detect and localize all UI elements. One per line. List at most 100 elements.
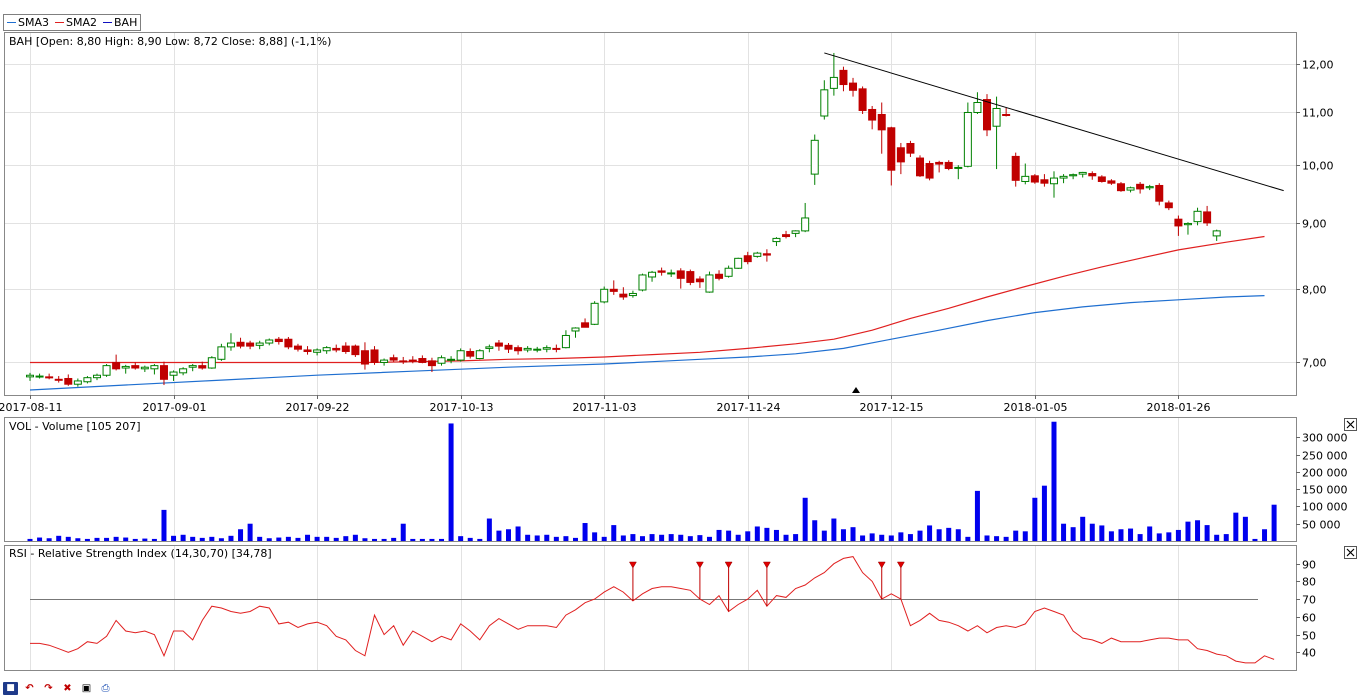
volume-bar: [1242, 516, 1248, 541]
volume-bar: [496, 530, 502, 541]
rsi-signal-arrow-icon: [877, 561, 886, 569]
candle-body: [1212, 230, 1221, 237]
price-y-axis: 12,00 11,00 10,00 9,00 8,00 7,00: [1296, 59, 1334, 370]
candle-body: [581, 322, 590, 328]
volume-bar: [400, 523, 406, 541]
volume-y-tick-label: 250 000: [1302, 450, 1348, 463]
volume-bar: [37, 537, 43, 541]
volume-bar: [582, 523, 588, 541]
volume-bar: [706, 536, 712, 541]
volume-bar: [821, 530, 827, 541]
sma2-line: [30, 235, 1265, 364]
volume-bar: [802, 497, 808, 541]
candle-body: [552, 347, 561, 350]
reset-icon[interactable]: ✖: [63, 682, 72, 694]
volume-bar: [1214, 534, 1220, 541]
scroll-marker-icon[interactable]: [852, 387, 860, 393]
save-icon[interactable]: ■: [3, 681, 18, 695]
rsi-grid: [30, 546, 1258, 670]
volume-bar: [965, 536, 971, 541]
candle-body: [494, 342, 503, 347]
volume-bar: [1128, 528, 1134, 541]
volume-bar: [812, 520, 818, 541]
volume-bar: [190, 536, 196, 541]
volume-bar: [104, 537, 110, 541]
volume-bar: [639, 536, 645, 541]
candle-body: [1126, 187, 1135, 191]
close-volume-panel-button[interactable]: [1344, 418, 1357, 431]
candle-body: [1164, 202, 1173, 209]
candle-body: [466, 351, 475, 357]
legend-item-sma2[interactable]: SMA2: [55, 16, 97, 29]
trendline-segment: [824, 52, 1284, 192]
volume-bar: [123, 537, 129, 541]
candle-body: [1021, 175, 1030, 182]
chart-legend: SMA3 SMA2 BAH: [3, 14, 142, 31]
volume-y-tick-label: 150 000: [1302, 484, 1348, 497]
volume-bar: [314, 536, 320, 541]
x-tick-label: 2018-01-26: [1147, 401, 1211, 414]
candle-body: [916, 157, 925, 177]
price-y-tick-label: 7,00: [1302, 357, 1327, 370]
volume-bar: [1051, 421, 1057, 541]
trendline[interactable]: [824, 52, 1284, 192]
undo-icon[interactable]: ↶: [25, 682, 34, 694]
x-tick-label: 2017-09-01: [143, 401, 207, 414]
candle-body: [638, 274, 647, 291]
volume-bar: [1080, 516, 1086, 541]
candle-body: [92, 374, 101, 379]
volume-bar: [927, 525, 933, 541]
candle-body: [724, 267, 733, 277]
volume-bar: [869, 533, 875, 541]
candle-body: [762, 253, 771, 256]
volume-bar: [238, 529, 244, 541]
volume-bar: [218, 538, 224, 541]
x-tick-label: 2017-12-15: [860, 401, 924, 414]
print-icon[interactable]: ⎙: [101, 682, 110, 694]
price-panel-title: BAH [Open: 8,80 High: 8,90 Low: 8,72 Clo…: [9, 35, 331, 48]
candle-body: [628, 292, 637, 297]
price-panel-frame: [4, 32, 1297, 396]
volume-bar: [553, 536, 559, 541]
candle-body: [705, 274, 714, 293]
candle-body: [695, 278, 704, 283]
volume-bar: [764, 527, 770, 541]
candle-body: [112, 361, 121, 370]
rsi-signal-arrow-icon: [724, 561, 733, 569]
bottom-toolbar: ■ ↶ ↷ ✖ ▣ ⎙: [3, 680, 117, 696]
sma3-line: [29, 295, 1265, 391]
candle-body: [772, 237, 781, 243]
candle-body: [485, 346, 494, 349]
volume-bar: [56, 535, 62, 541]
redo-icon[interactable]: ↷: [44, 682, 53, 694]
close-rsi-panel-button[interactable]: [1344, 546, 1357, 559]
candle-body: [131, 365, 140, 369]
candle-body: [1011, 155, 1020, 181]
rsi-y-tick-label: 50: [1302, 630, 1316, 643]
sma3-series: [29, 295, 1265, 391]
volume-bar: [745, 531, 751, 541]
candle-body: [523, 347, 532, 351]
candle-body: [1030, 175, 1039, 183]
volume-bar: [572, 537, 578, 541]
volume-bar: [687, 536, 693, 541]
candle-body: [408, 359, 417, 362]
candle-body: [274, 338, 283, 343]
volume-bar: [27, 538, 33, 541]
candle-body: [839, 69, 848, 86]
candle-body: [877, 113, 886, 131]
rsi-series: [30, 556, 1275, 664]
legend-item-sma3[interactable]: SMA3: [7, 16, 49, 29]
rsi-panel-frame: [4, 545, 1297, 671]
volume-bar: [879, 534, 885, 541]
close-icon: [1346, 548, 1355, 557]
price-y-tick-label: 8,00: [1302, 284, 1327, 297]
volume-bar: [1118, 529, 1124, 541]
candle-body: [1145, 186, 1154, 189]
volume-bar: [1233, 512, 1239, 541]
fit-icon[interactable]: ▣: [81, 682, 92, 694]
candle-body: [255, 342, 264, 346]
volume-bar: [726, 530, 732, 541]
legend-item-bah[interactable]: BAH: [103, 16, 137, 29]
